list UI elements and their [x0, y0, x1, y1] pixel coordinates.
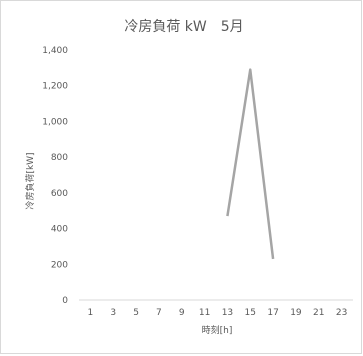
x-tick-label: 15	[245, 308, 256, 318]
x-tick-label: 17	[267, 308, 278, 318]
y-tick-label: 200	[51, 260, 68, 270]
x-tick-label: 9	[179, 308, 185, 318]
y-tick-label: 400	[51, 225, 68, 235]
y-tick-label: 600	[51, 189, 68, 199]
x-tick-label: 21	[313, 308, 324, 318]
x-tick-label: 23	[336, 308, 347, 318]
y-tick-label: 1,400	[42, 46, 68, 56]
x-tick-label: 7	[156, 308, 162, 318]
y-axis-label: 冷房負荷[kW]	[24, 152, 36, 209]
x-tick-label: 13	[222, 308, 233, 318]
chart-title: 冷房負荷 kW 5月	[124, 19, 243, 35]
x-tick-label: 11	[199, 308, 210, 318]
x-tick-label: 19	[290, 308, 302, 318]
x-axis-label: 時刻[h]	[202, 324, 233, 336]
y-tick-label: 800	[51, 153, 68, 163]
y-tick-label: 1,200	[42, 82, 68, 92]
x-tick-label: 5	[133, 308, 139, 318]
x-tick-label: 1	[88, 308, 94, 318]
x-tick-label: 3	[110, 308, 116, 318]
series-group	[227, 70, 273, 259]
y-tick-label: 1,000	[42, 117, 68, 127]
y-tick-labels: 0 200 400 600 800 1,000 1,200 1,400	[42, 46, 68, 306]
y-tick-label: 0	[62, 296, 68, 306]
series-line	[227, 70, 273, 259]
